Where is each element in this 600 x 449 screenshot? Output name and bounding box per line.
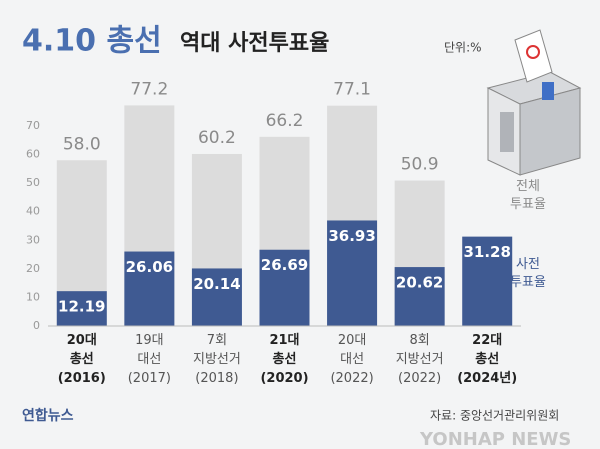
value-label: 77.1 bbox=[333, 80, 371, 100]
x-tick-label: 19대 대선 (2017) bbox=[128, 333, 171, 386]
value-label: 58.0 bbox=[63, 134, 101, 154]
y-tick-label: 20 bbox=[26, 262, 40, 275]
value-label: 20.62 bbox=[396, 274, 443, 292]
value-label: 12.19 bbox=[58, 298, 105, 316]
legend-entry: 전체 투표율 bbox=[510, 179, 546, 212]
source: 자료: 중앙선거관리위원회 bbox=[430, 409, 559, 423]
bar bbox=[327, 220, 378, 326]
value-label: 77.2 bbox=[130, 79, 168, 99]
watermark: YONHAP NEWS bbox=[419, 429, 571, 449]
y-tick-label: 40 bbox=[26, 205, 40, 218]
value-label: 36.93 bbox=[328, 227, 375, 245]
logo: 연합뉴스 bbox=[22, 407, 74, 424]
chart-subtitle: 역대 사전투표율 bbox=[180, 31, 329, 56]
value-label: 20.14 bbox=[193, 275, 240, 293]
x-tick-label: 7회 지방선거 (2018) bbox=[193, 333, 241, 386]
value-label: 31.28 bbox=[463, 243, 510, 261]
y-tick-label: 70 bbox=[26, 119, 40, 132]
y-tick-label: 50 bbox=[26, 176, 40, 189]
unit-label: 단위:% bbox=[444, 41, 482, 55]
y-tick-label: 60 bbox=[26, 148, 40, 161]
y-tick-label: 0 bbox=[33, 319, 40, 332]
x-tick-label: 8회 지방선거 (2022) bbox=[396, 333, 444, 386]
bar bbox=[259, 249, 310, 326]
value-label: 66.2 bbox=[266, 111, 304, 131]
bar bbox=[462, 236, 513, 326]
x-tick-label: 22대 총선 (2024년) bbox=[457, 333, 517, 386]
chart-title: 4.10 총선 bbox=[22, 24, 162, 59]
bar bbox=[124, 251, 175, 326]
value-label: 50.9 bbox=[401, 155, 439, 175]
x-tick-label: 21대 총선 (2020) bbox=[260, 333, 308, 386]
legend-entry: 사전 투표율 bbox=[510, 257, 546, 290]
value-label: 26.69 bbox=[261, 256, 308, 274]
value-label: 60.2 bbox=[198, 128, 236, 148]
y-tick-label: 10 bbox=[26, 290, 40, 303]
bar bbox=[191, 268, 242, 326]
ballot-box-icon bbox=[486, 29, 582, 176]
x-tick-label: 20대 대선 (2022) bbox=[330, 333, 373, 386]
value-label: 26.06 bbox=[126, 258, 173, 276]
x-tick-label: 20대 총선 (2016) bbox=[58, 333, 106, 386]
bar bbox=[394, 267, 445, 326]
bar bbox=[56, 291, 107, 326]
y-tick-label: 30 bbox=[26, 233, 40, 246]
box-door bbox=[500, 112, 514, 152]
